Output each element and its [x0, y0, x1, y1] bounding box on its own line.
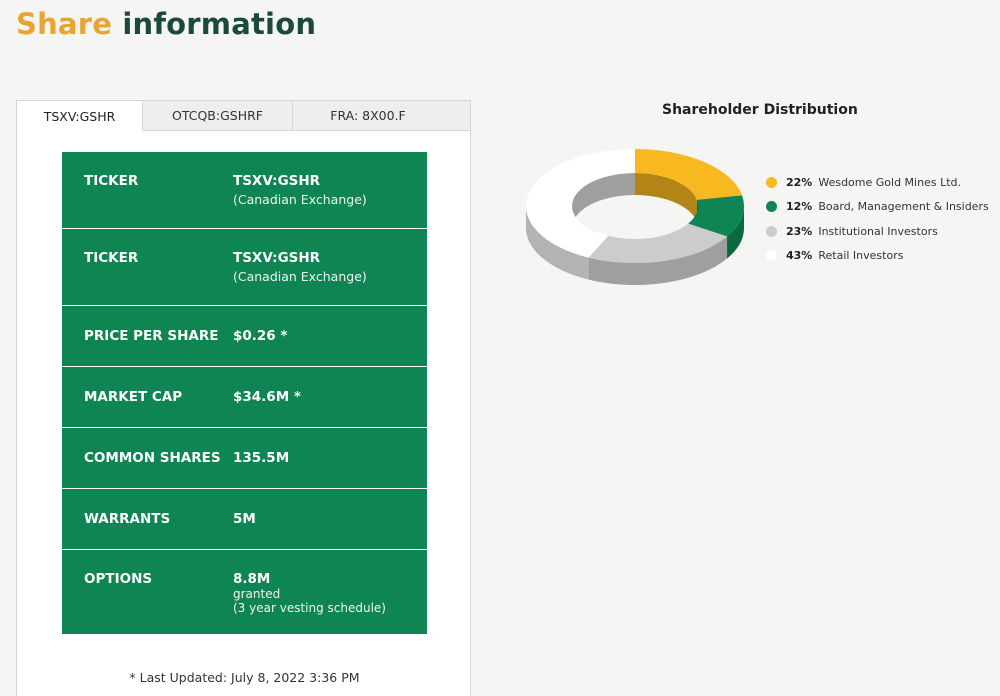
legend-item: 23% Institutional Investors [766, 219, 996, 244]
donut-slice-1[interactable] [635, 149, 743, 200]
exchange-tabs: TSXV:GSHR OTCQB:GSHRF FRA: 8X00.F [17, 101, 470, 131]
row-note: (3 year vesting schedule) [233, 601, 386, 615]
row-value: TSXV:GSHR [233, 250, 321, 266]
table-row: OPTIONS 8.8M granted (3 year vesting sch… [62, 550, 427, 634]
row-label: WARRANTS [84, 511, 171, 527]
legend-item: 12% Board, Management & Insiders [766, 195, 996, 220]
tab-tsxv[interactable]: TSXV:GSHR [17, 101, 143, 131]
row-value: 135.5M [233, 450, 290, 466]
row-note: (Canadian Exchange) [233, 269, 367, 284]
row-value-cell: 8.8M granted (3 year vesting schedule) [233, 571, 427, 634]
legend-label: Institutional Investors [818, 224, 938, 238]
share-info-panel: TSXV:GSHR OTCQB:GSHRF FRA: 8X00.F TICKER… [16, 100, 471, 696]
legend-label: Retail Investors [818, 249, 904, 263]
legend-swatch [766, 225, 777, 237]
donut-inner-wall [635, 173, 697, 222]
row-value: 8.8M [233, 571, 271, 587]
row-note: granted [233, 587, 281, 601]
table-row: MARKET CAP $34.6M * [62, 367, 427, 428]
row-label: PRICE PER SHARE [84, 328, 219, 344]
legend-label: Wesdome Gold Mines Ltd. [818, 175, 961, 189]
row-value-cell: TSXV:GSHR (Canadian Exchange) [233, 250, 427, 305]
row-label: OPTIONS [84, 571, 153, 587]
tab-otcqb[interactable]: OTCQB:GSHRF [143, 101, 293, 130]
row-value-cell: TSXV:GSHR (Canadian Exchange) [233, 173, 427, 228]
donut-slice-4[interactable] [526, 149, 635, 258]
legend-percent: 23% [786, 224, 813, 238]
page-title-part1: Share [16, 7, 113, 41]
donut-outer-wall [727, 206, 744, 259]
donut-slice-2[interactable] [688, 195, 744, 237]
row-value-cell: $34.6M * [233, 389, 427, 405]
tab-fra[interactable]: FRA: 8X00.F [330, 108, 406, 123]
donut-slice-3[interactable] [588, 223, 728, 263]
last-updated-text: * Last Updated: July 8, 2022 3:36 PM [129, 670, 360, 685]
legend-item: 43% Retail Investors [766, 244, 996, 269]
legend-percent: 12% [786, 200, 813, 214]
legend-swatch [766, 176, 777, 188]
row-note: (Canadian Exchange) [233, 192, 367, 207]
table-row: COMMON SHARES 135.5M [62, 428, 427, 489]
share-table: TICKER TSXV:GSHR (Canadian Exchange) TIC… [62, 152, 427, 634]
table-row: WARRANTS 5M [62, 489, 427, 550]
row-label: COMMON SHARES [84, 450, 221, 466]
donut-inner-wall [572, 173, 635, 228]
donut-outer-wall [588, 236, 728, 285]
chart-title: Shareholder Distribution [662, 102, 858, 118]
row-label: TICKER [84, 250, 139, 266]
table-row: PRICE PER SHARE $0.26 * [62, 306, 427, 367]
row-value: TSXV:GSHR [233, 173, 321, 189]
legend-swatch [766, 250, 777, 262]
legend-label: Board, Management & Insiders [818, 200, 989, 214]
legend-percent: 43% [786, 249, 813, 263]
donut-outer-wall [526, 206, 589, 280]
shareholder-distribution-chart [526, 149, 744, 285]
row-value-cell: 135.5M [233, 450, 427, 466]
table-row: TICKER TSXV:GSHR (Canadian Exchange) [62, 229, 427, 306]
table-row: TICKER TSXV:GSHR (Canadian Exchange) [62, 152, 427, 229]
row-value-cell: 5M [233, 511, 427, 527]
row-label: MARKET CAP [84, 389, 183, 405]
row-value-cell: $0.26 * [233, 328, 427, 344]
row-value: 5M [233, 511, 256, 527]
row-value: $34.6M * [233, 389, 301, 405]
legend-swatch [766, 201, 777, 213]
legend-percent: 22% [786, 175, 813, 189]
row-label: TICKER [84, 173, 139, 189]
page-title: Share information [16, 4, 316, 44]
chart-legend: 22% Wesdome Gold Mines Ltd. 12% Board, Mana… [766, 170, 996, 268]
legend-item: 22% Wesdome Gold Mines Ltd. [766, 170, 996, 195]
page-title-part2: information [122, 7, 317, 41]
row-value: $0.26 * [233, 328, 288, 344]
